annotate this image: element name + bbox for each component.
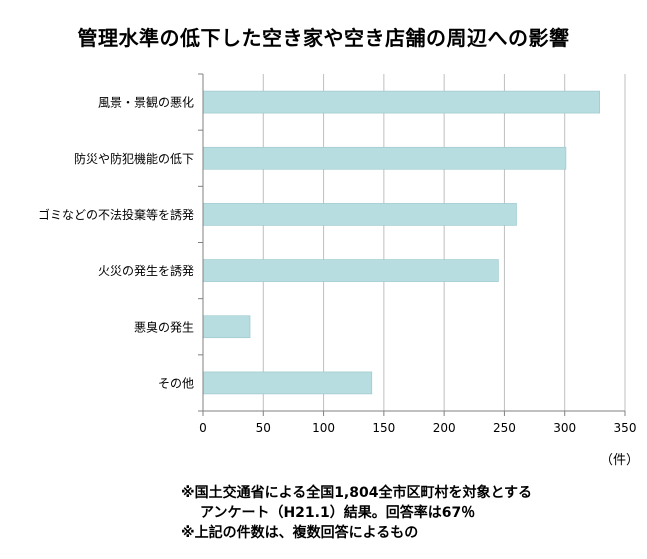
x-tick-label: 150 [372,421,395,435]
bar [202,90,600,114]
chart-title: 管理水準の低下した空き家や空き店舗の周辺への影響 [77,26,570,50]
footnotes: ※国土交通省による全国1,804全市区町村を対象とする アンケート（H21.1）… [181,483,532,543]
x-tick-label: 200 [433,421,456,435]
x-axis-unit-label: （件） [600,453,640,468]
category-labels: 風景・景観の悪化防災や防犯機能の低下ゴミなどの不法投棄等を誘発火災の発生を誘発悪… [38,96,194,391]
bar [202,315,251,339]
x-tick-label: 50 [256,421,271,435]
x-tick-label: 0 [199,421,207,435]
bar [202,371,373,395]
grid-lines [262,74,626,411]
x-tick-label: 300 [553,421,576,435]
footnote-survey-source: ※国土交通省による全国1,804全市区町村を対象とする [181,485,533,501]
category-label: 防災や防犯機能の低下 [74,151,194,166]
footnote-survey-result: アンケート（H21.1）結果。回答率は67％ [200,505,476,521]
footnote-multiple-answers: ※上記の件数は、複数回答によるもの [181,525,419,541]
category-label: その他 [158,376,194,390]
bar [202,259,499,282]
x-tick-label: 350 [614,421,637,435]
category-label: 悪臭の発生 [134,319,194,334]
category-label: 風景・景観の悪化 [98,96,194,110]
bar-chart: 風景・景観の悪化防災や防犯機能の低下ゴミなどの不法投棄等を誘発火災の発生を誘発悪… [38,73,636,435]
category-label: 火災の発生を誘発 [98,264,194,278]
bars [202,90,600,395]
bar [202,203,517,226]
x-tick-label: 100 [312,421,335,435]
category-label: ゴミなどの不法投棄等を誘発 [38,207,194,222]
bar [202,146,567,170]
x-tick-labels: 0 50 100 150 200 250 300 350 [199,421,636,435]
axes [198,73,626,416]
x-tick-label: 250 [493,421,516,435]
